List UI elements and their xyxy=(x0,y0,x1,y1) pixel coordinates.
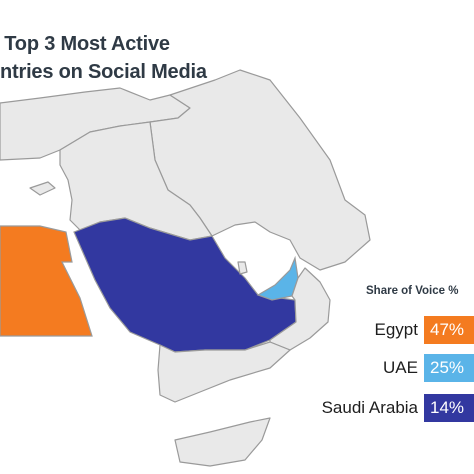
yemen-region xyxy=(157,341,291,403)
horn-of-africa-region xyxy=(174,417,271,467)
legend-row-egypt: Egypt 47% xyxy=(375,316,474,344)
legend-value: 47% xyxy=(424,316,474,344)
legend-country: UAE xyxy=(383,358,418,377)
uae xyxy=(256,255,299,301)
legend-country: Saudi Arabia xyxy=(321,398,418,417)
qatar-region xyxy=(237,261,248,275)
egypt xyxy=(0,225,93,337)
map-title: e Top 3 Most Active untries on Social Me… xyxy=(0,30,308,86)
saudi-arabia xyxy=(73,217,297,353)
legend-value: 25% xyxy=(424,354,474,382)
legend-row-saudi-arabia: Saudi Arabia 14% xyxy=(322,394,474,422)
legend-row-uae: UAE 25% xyxy=(383,354,474,382)
legend-value: 14% xyxy=(424,394,474,422)
cyprus xyxy=(29,181,56,196)
legend-title: Share of Voice % xyxy=(366,285,459,297)
title-line-2: untries on Social Media xyxy=(0,61,207,83)
legend-country: Egypt xyxy=(374,320,418,339)
title-line-1: e Top 3 Most Active xyxy=(0,33,170,55)
